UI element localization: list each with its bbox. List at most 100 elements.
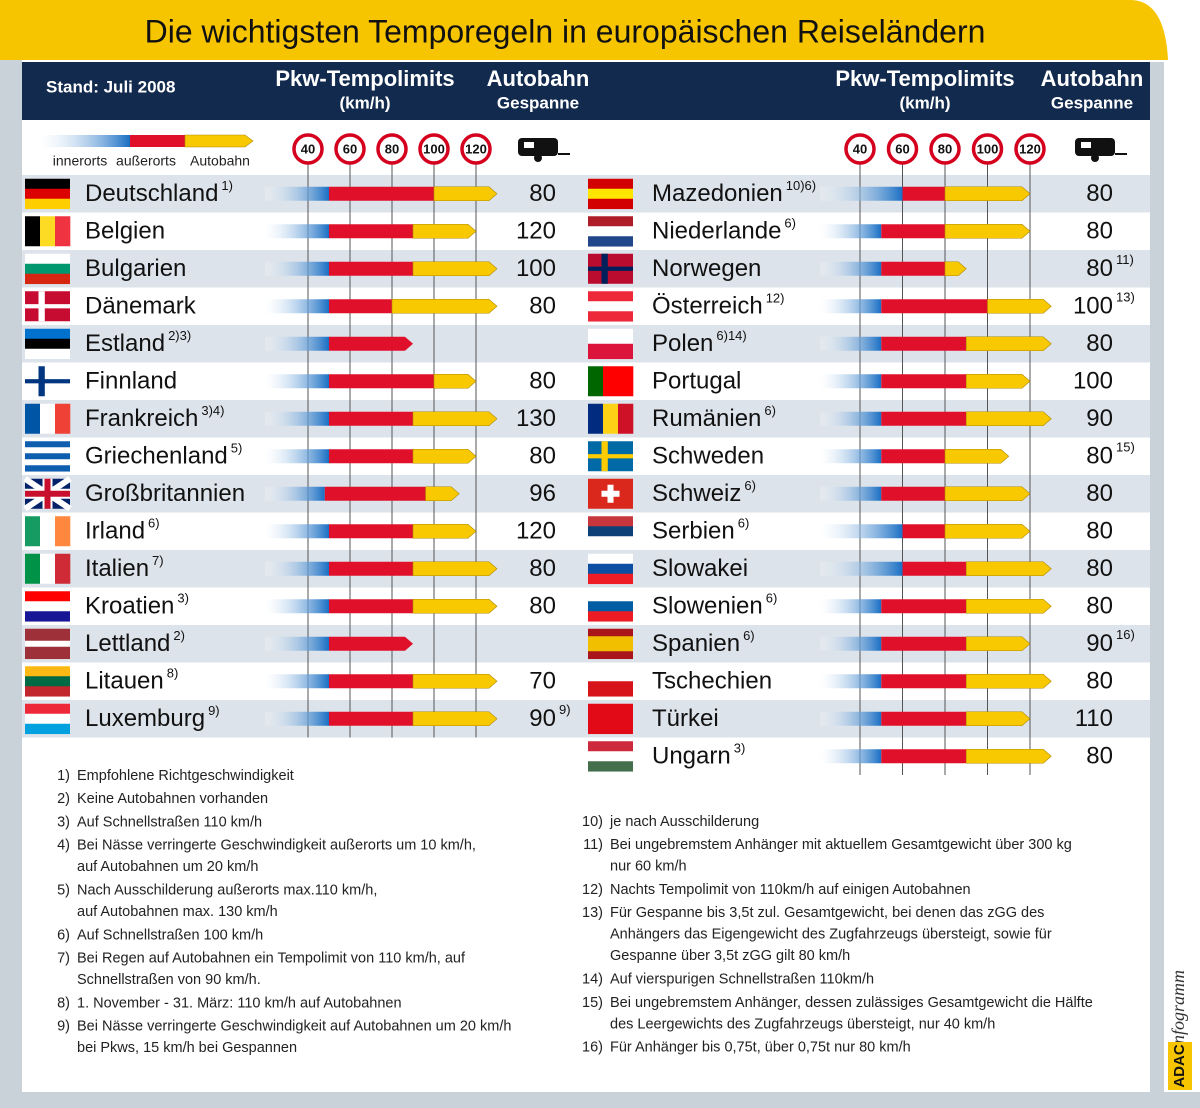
footnote-text: Nach Ausschilderung außerorts max.110 km… — [77, 883, 377, 899]
bar-outer — [329, 411, 413, 426]
country: Luxemburg — [85, 705, 205, 732]
flag — [588, 601, 633, 612]
bar-motorway — [965, 636, 1031, 652]
legend-outer — [130, 135, 185, 147]
trailer-limit: 80 — [1086, 218, 1113, 245]
flag — [55, 403, 71, 434]
footnote-number: 6) — [57, 927, 70, 943]
stand: Stand: Juli 2008 — [46, 77, 175, 96]
footnote-text: Für Gespanne bis 3,5t zul. Gesamtgewicht… — [610, 905, 1044, 921]
tick-sign — [929, 133, 961, 165]
country: Türkei — [652, 705, 719, 732]
flag — [588, 266, 633, 271]
footnote-ref: 2)3) — [168, 328, 191, 343]
bar-inner — [820, 561, 903, 576]
bar-inner — [820, 224, 882, 239]
flag — [25, 666, 70, 677]
footnote-number: 11) — [583, 837, 603, 853]
flag — [25, 634, 70, 642]
footnote-ref: 8) — [167, 666, 179, 681]
country: Kroatien — [85, 593, 174, 620]
bar-motorway — [433, 373, 477, 389]
flag — [25, 447, 70, 454]
bar-inner — [265, 599, 329, 614]
country: Lettland — [85, 630, 170, 657]
tick-sign — [1014, 133, 1046, 165]
country: Großbritannien — [85, 480, 245, 507]
bar-motorway — [412, 561, 498, 577]
bar-outer — [881, 224, 945, 239]
bar-inner — [820, 449, 882, 464]
country-name: Schweden — [652, 443, 764, 470]
footnote-text: des Leergewichts des Zugfahrzeugs überst… — [610, 1016, 995, 1032]
trailer-limit: 100 — [1073, 293, 1113, 320]
trailer-limit: 80 — [1086, 255, 1113, 282]
tick-label: 100 — [423, 141, 445, 156]
brand-adac: ADAC — [1171, 1044, 1188, 1087]
country: Dänemark — [85, 293, 197, 320]
country: Portugal — [652, 368, 741, 395]
bar-inner — [265, 411, 329, 426]
flag — [25, 465, 70, 472]
footnote-text: Keine Autobahnen vorhanden — [77, 791, 268, 807]
footnote-ref: 3)4) — [201, 403, 224, 418]
footnote-number: 3) — [57, 814, 70, 830]
footnote-ref: 9) — [559, 702, 571, 717]
footnote-ref: 6) — [743, 628, 755, 643]
flag — [25, 713, 70, 725]
bar-outer — [881, 449, 945, 464]
footnote-ref: 6)14) — [716, 328, 746, 343]
country: Norwegen — [652, 255, 761, 282]
country-name: Großbritannien — [85, 480, 245, 507]
footnote-ref: 13) — [1116, 290, 1135, 305]
country-name: Litauen 8) — [85, 666, 178, 695]
flag — [588, 611, 633, 622]
flag — [588, 291, 633, 302]
header-limits: Pkw-Tempolimits — [835, 66, 1014, 91]
bar-outer — [329, 524, 413, 539]
bar-outer — [329, 374, 434, 389]
trailer-limit: 80 — [1086, 555, 1113, 582]
bar-outer — [881, 674, 967, 689]
footnote-ref: 6) — [148, 516, 160, 531]
trailer-limit: 70 — [529, 668, 556, 695]
flag — [55, 516, 71, 547]
country-name: Türkei — [652, 705, 719, 732]
header-trailer: Gespanne — [1051, 93, 1133, 112]
country-name: Bulgarien — [85, 255, 186, 282]
flag — [40, 216, 56, 247]
trailer-limit: 80 — [1086, 443, 1113, 470]
country: Bulgarien — [85, 255, 186, 282]
trailer-limit: 96 — [529, 480, 556, 507]
bar-inner — [265, 449, 329, 464]
footnote-ref: 9) — [208, 703, 220, 718]
country: Serbien — [652, 518, 735, 545]
footnote-number: 16) — [582, 1040, 603, 1056]
footnote-ref: 12) — [766, 291, 785, 306]
footnote-text: auf Autobahnen um 20 km/h — [77, 859, 258, 875]
country-name: Kroatien 3) — [85, 591, 189, 620]
bar-motorway — [965, 598, 1052, 614]
flag — [588, 343, 633, 360]
title-bar — [0, 0, 1168, 60]
country-name: Norwegen — [652, 255, 761, 282]
footnote-text: Auf vierspurigen Schnellstraßen 110km/h — [610, 972, 874, 988]
header-unit: (km/h) — [340, 93, 391, 112]
trailer-limit: 80 — [1086, 330, 1113, 357]
flag — [588, 301, 633, 312]
footnote-text: Bei Nässe verringerte Geschwindigkeit au… — [77, 1019, 511, 1035]
tick-label: 60 — [343, 141, 357, 156]
bar-outer — [881, 261, 945, 276]
bar-outer — [324, 486, 426, 501]
footnote-number: 5) — [57, 883, 70, 899]
trailer-limit: 80 — [1086, 743, 1113, 770]
bar-outer — [902, 186, 945, 201]
tick-sign — [886, 133, 919, 165]
flag — [25, 723, 70, 735]
bar-motorway — [412, 711, 498, 727]
trailer-limit: 90 — [1086, 630, 1113, 657]
brand-box — [1168, 1042, 1192, 1090]
flag — [588, 328, 633, 345]
trailer-limit: 90 — [529, 705, 556, 732]
country: Tschechien — [652, 668, 772, 695]
